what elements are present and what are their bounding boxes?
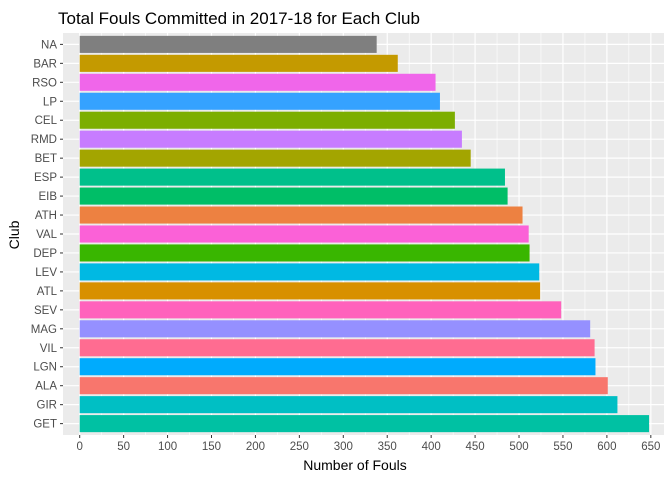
- x-tick-label: 250: [290, 441, 309, 453]
- y-tick-label: CEL: [35, 115, 58, 127]
- chart-title: Total Fouls Committed in 2017-18 for Eac…: [58, 9, 420, 28]
- bar-lgn: [79, 358, 596, 376]
- x-tick-label: 450: [465, 441, 484, 453]
- bar-mag: [79, 320, 591, 338]
- bar-cel: [79, 111, 455, 129]
- y-tick-label: MAG: [31, 324, 57, 336]
- y-tick-label: RMD: [31, 134, 57, 146]
- y-tick-label: EIB: [38, 191, 57, 203]
- y-tick-label: LGN: [33, 362, 57, 374]
- bar-get: [79, 415, 650, 433]
- bar-esp: [79, 168, 505, 186]
- y-tick-label: LP: [43, 96, 57, 108]
- bar-ala: [79, 377, 608, 395]
- x-axis-title: Number of Fouls: [303, 457, 406, 473]
- bar-bet: [79, 149, 471, 167]
- bar-lev: [79, 263, 540, 281]
- bars: [79, 35, 650, 433]
- x-tick-label: 650: [641, 441, 660, 453]
- bar-rso: [79, 73, 436, 91]
- y-tick-label: BET: [35, 153, 57, 165]
- y-tick-label: GET: [33, 419, 57, 431]
- y-tick-label: LEV: [35, 267, 57, 279]
- x-tick-label: 300: [334, 441, 353, 453]
- y-tick-label: RSO: [32, 77, 57, 89]
- x-tick-label: 0: [76, 441, 82, 453]
- x-tick-label: 200: [246, 441, 265, 453]
- x-tick-label: 350: [378, 441, 397, 453]
- y-tick-label: VIL: [40, 343, 58, 355]
- x-tick-label: 600: [597, 441, 616, 453]
- bar-atl: [79, 282, 541, 300]
- bar-eib: [79, 187, 508, 205]
- bar-vil: [79, 339, 595, 357]
- x-tick-label: 100: [158, 441, 177, 453]
- y-tick-label: ALA: [35, 381, 57, 393]
- x-tick-label: 550: [553, 441, 572, 453]
- x-tick-label: 50: [117, 441, 130, 453]
- bar-val: [79, 225, 529, 243]
- bar-rmd: [79, 130, 462, 148]
- bar-ath: [79, 206, 523, 224]
- y-tick-label: SEV: [34, 305, 57, 317]
- y-tick-label: GIR: [37, 400, 57, 412]
- y-tick-label: NA: [41, 39, 57, 51]
- bar-lp: [79, 92, 440, 110]
- y-tick-label: BAR: [33, 58, 57, 70]
- y-axis: NA BAR RSO LP CEL RMD BET ESP EIB ATH VAL DEP LEV ATL…: [31, 39, 63, 431]
- bar-bar: [79, 54, 398, 72]
- y-tick-label: VAL: [36, 229, 57, 241]
- x-tick-label: 150: [202, 441, 221, 453]
- y-tick-label: DEP: [33, 248, 57, 260]
- bar-gir: [79, 396, 618, 414]
- y-tick-label: ATH: [35, 210, 57, 222]
- y-tick-label: ATL: [37, 286, 58, 298]
- bar-na: [79, 35, 377, 53]
- x-tick-label: 400: [422, 441, 441, 453]
- bar-sev: [79, 301, 562, 319]
- x-tick-label: 500: [509, 441, 528, 453]
- bar-dep: [79, 244, 530, 262]
- x-axis: 0 50 100 150 200 250 300 350 400 450 500 550 600 650: [76, 435, 660, 453]
- y-tick-label: ESP: [34, 172, 57, 184]
- y-axis-title: Club: [6, 220, 22, 249]
